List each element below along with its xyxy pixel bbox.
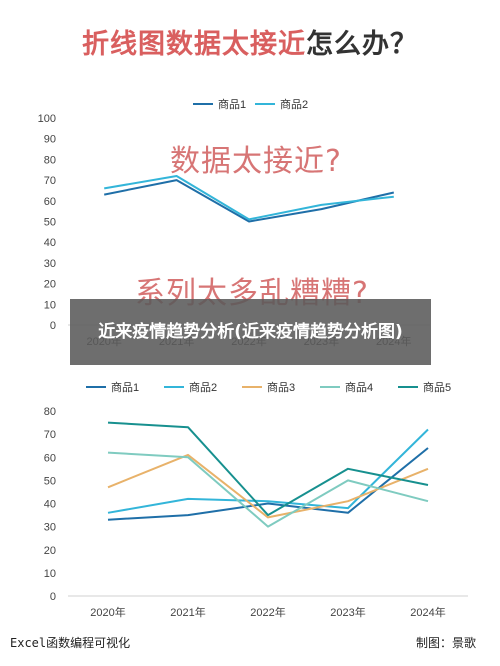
chart2-y-tick-label: 70 [44,429,56,441]
chart1-y-tick-label: 20 [44,279,56,291]
annotation-data-too-close: 数据太接近? [170,144,342,179]
chart2-x-tick-label: 2022年 [250,605,285,619]
chart2-x-tick-label: 2020年 [90,605,125,619]
caption-overlay: 近来疫情趋势分析(近来疫情趋势分析图) [70,299,431,365]
chart2-series-line [107,453,429,519]
chart2-y-tick-label: 20 [44,545,56,557]
chart2-x-tick-label: 2021年 [170,605,205,619]
chart2-series-line [107,421,429,517]
chart2-series-line [107,451,429,528]
chart2-legend-label: 商品5 [423,380,451,394]
chart1-legend-label: 商品1 [218,97,246,111]
chart1-legend-label: 商品2 [280,97,308,111]
chart2-y-tick-label: 40 [44,499,56,511]
chart2-legend-label: 商品3 [267,380,295,394]
chart1-y-tick-label: 80 [44,154,56,166]
page-title: 折线图数据太接近怎么办？ [0,22,500,61]
chart2-x-tick-label: 2023年 [330,605,365,619]
chart2-y-tick-label: 10 [44,568,56,580]
footer-source: Excel函数编程可视化 [10,636,131,650]
chart1-y-tick-label: 50 [44,217,56,229]
caption-text: 近来疫情趋势分析(近来疫情趋势分析图) [98,322,403,342]
chart2-y-tick-label: 50 [44,475,56,487]
page-title-highlight: 折线图数据太接近 [82,29,306,60]
chart2-legend-label: 商品2 [189,380,217,394]
chart1-y-tick-label: 100 [38,113,56,125]
chart1-y-tick-label: 90 [44,134,56,146]
chart1-y-tick-label: 30 [44,258,56,270]
chart1-series-line [104,179,395,223]
chart2-y-tick-label: 30 [44,522,56,534]
chart1-series-line [104,175,394,221]
chart1-y-tick-label: 0 [50,320,56,332]
chart1-y-tick-label: 10 [44,299,56,311]
chart1-y-tick-label: 40 [44,237,56,249]
chart1-y-tick-label: 70 [44,175,56,187]
chart2-y-tick-label: 60 [44,452,56,464]
chart2-y-tick-label: 80 [44,406,56,418]
page-title-suffix: 怎么办？ [306,29,418,60]
chart1-y-tick-label: 60 [44,196,56,208]
chart2-series-line [107,428,429,514]
chart2-legend-label: 商品1 [111,380,139,394]
footer-author: 制图：景歌 [415,636,476,650]
chart2-x-tick-label: 2024年 [410,605,445,619]
chart2-y-tick-label: 0 [50,591,56,603]
chart2-series-line [107,447,429,521]
chart2-legend-label: 商品4 [345,380,373,394]
